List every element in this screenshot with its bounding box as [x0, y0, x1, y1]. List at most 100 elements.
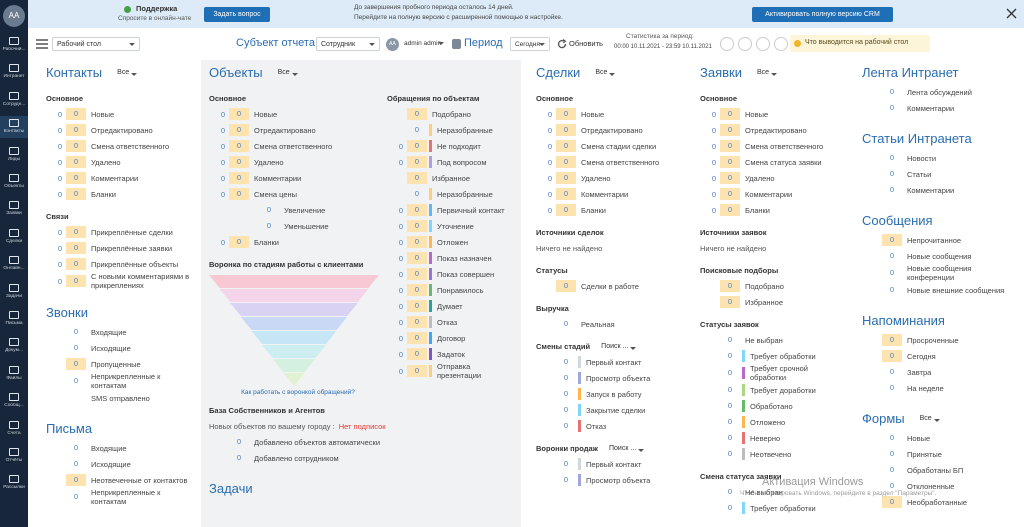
stat-row[interactable]: 0 Избранное — [700, 294, 844, 310]
tool-icon[interactable] — [720, 37, 734, 51]
nav-label[interactable]: Объекты — [4, 184, 24, 189]
nav-label[interactable]: Заявки — [6, 211, 22, 217]
stat-row[interactable]: 0 Закрытие сделки — [536, 402, 680, 418]
stat-row[interactable]: 0 0 Думает — [387, 298, 513, 314]
stat-row[interactable]: 0 Подобрано — [387, 106, 513, 122]
stat-row[interactable]: 0 Неразобранные — [387, 186, 513, 202]
stat-row[interactable]: 0 Необработанные — [862, 494, 1018, 510]
stat-row[interactable]: 0 0 Бланки — [700, 202, 844, 218]
tool-icon[interactable] — [774, 37, 788, 51]
stat-row[interactable]: 0 0 Отказ — [387, 314, 513, 330]
stat-row[interactable]: 0 Уменьшение — [209, 218, 387, 234]
stat-row[interactable]: 0 Просроченные — [862, 332, 1018, 348]
stat-row[interactable]: 0 Добавлено сотрудником — [209, 450, 513, 466]
nav-label[interactable]: Письма — [5, 321, 23, 326]
stat-row[interactable]: 0 Новые внешние сообщения — [862, 282, 1018, 298]
stat-row[interactable]: 0 0 Комментарии — [209, 170, 387, 186]
stat-row[interactable]: 0 0 Показ совершен — [387, 266, 513, 282]
stat-row[interactable]: 0 Не выбран — [700, 332, 844, 348]
nav-label[interactable]: Интранет — [3, 74, 25, 80]
stat-row[interactable]: 0 Первый контакт — [536, 456, 680, 472]
stat-row[interactable]: 0 Отказ — [536, 418, 680, 434]
stat-row[interactable]: 0 Исходящие — [46, 340, 192, 356]
stat-row[interactable]: 0 0 Прикреплённые заявки — [46, 240, 192, 256]
stat-row[interactable]: 0 0 Первичный контакт — [387, 202, 513, 218]
subject-select[interactable]: Сотрудник — [316, 37, 380, 51]
stat-row[interactable]: 0 0 Договор — [387, 330, 513, 346]
stat-row[interactable]: 0 0 Смена ответственного — [209, 138, 387, 154]
stat-row[interactable]: 0 Входящие — [46, 324, 192, 340]
filter-select[interactable]: Все — [592, 68, 619, 77]
nav-label[interactable]: Рабочий... — [2, 47, 26, 52]
stat-row[interactable]: 0 0 Новые — [46, 106, 192, 122]
stat-row[interactable]: 0 Запуск в работу — [536, 386, 680, 402]
stat-row[interactable]: 0 0 Новые — [536, 106, 680, 122]
filter-select[interactable]: Все — [917, 414, 944, 423]
stat-row[interactable]: 0 0 Не подходит — [387, 138, 513, 154]
stat-row[interactable]: 0 0 Смена статуса заявки — [700, 154, 844, 170]
stat-row[interactable]: 0 0 Смена цены — [209, 186, 387, 202]
stat-row[interactable]: 0 Добавлено объектов автоматически — [209, 434, 513, 450]
nav-label[interactable]: Задачи — [5, 293, 23, 299]
stat-row[interactable]: 0 Не выбран — [700, 484, 844, 500]
stat-row[interactable]: 0 На неделе — [862, 380, 1018, 396]
nav-label[interactable]: Онлайн... — [3, 266, 25, 272]
stat-row[interactable]: 0 0 Отправка презентации — [387, 362, 513, 380]
stat-row[interactable]: 0 0 Понравилось — [387, 282, 513, 298]
stat-row[interactable]: 0 0 Удалено — [209, 154, 387, 170]
stat-row[interactable]: 0 Требует доработки — [700, 382, 844, 398]
stat-row[interactable]: 0 0 Комментарии — [700, 186, 844, 202]
menu-icon[interactable] — [36, 39, 48, 49]
stat-row[interactable]: 0 Исходящие — [46, 456, 192, 472]
stat-row[interactable]: 0 0 Отредактировано — [46, 122, 192, 138]
stat-row[interactable]: 0 0 Смена ответственного — [700, 138, 844, 154]
stat-row[interactable]: 0 0 Бланки — [46, 186, 192, 202]
filter-select[interactable]: Все — [275, 68, 302, 77]
stat-row[interactable]: 0 Новые — [862, 430, 1018, 446]
stat-row[interactable]: 0 Неотвеченные от контактов — [46, 472, 192, 488]
close-icon[interactable] — [1006, 8, 1017, 19]
user-select[interactable]: admin admin — [400, 37, 448, 51]
stat-row[interactable]: 0 Комментарии — [862, 182, 1018, 198]
stat-row[interactable]: 0 Обработано — [700, 398, 844, 414]
nav-label[interactable]: Рассылки — [3, 485, 25, 491]
stat-row[interactable]: 0 Комментарии — [862, 100, 1018, 116]
stat-row[interactable]: 0 Неприкрепленные к контактам — [46, 372, 192, 390]
stat-row[interactable]: 0 0 Удалено — [46, 154, 192, 170]
funnel-link[interactable]: Как работать с воронкой обращений? — [241, 389, 355, 396]
stat-row[interactable]: 0 0 Новые — [209, 106, 387, 122]
stat-row[interactable]: 0 Отклоненные — [862, 478, 1018, 494]
stat-row[interactable]: 0 0 Комментарии — [536, 186, 680, 202]
nav-label[interactable]: Файлы — [6, 375, 22, 381]
refresh-icon[interactable] — [557, 39, 567, 49]
stat-row[interactable]: 0 Увеличение — [209, 202, 387, 218]
stat-row[interactable]: 0 0 Отредактировано — [536, 122, 680, 138]
stat-row[interactable]: SMS отправлено — [46, 390, 192, 406]
filter-select[interactable]: Поиск ... — [606, 444, 648, 453]
stat-row[interactable]: 0 0 Под вопросом — [387, 154, 513, 170]
stat-row[interactable]: 0 Статьи — [862, 166, 1018, 182]
stat-row[interactable]: 0 Требует срочной обработки — [700, 364, 844, 382]
stat-row[interactable]: 0 Непрочитанное — [862, 232, 1018, 248]
stat-row[interactable]: 0 Завтра — [862, 364, 1018, 380]
stat-row[interactable]: 0 0 Новые — [700, 106, 844, 122]
stat-row[interactable]: 0 0 Комментарии — [46, 170, 192, 186]
stat-row[interactable]: 0 0 Удалено — [536, 170, 680, 186]
stat-row[interactable]: 0 0 Отложен — [387, 234, 513, 250]
stat-row[interactable]: 0 Новые сообщения — [862, 248, 1018, 264]
stat-row[interactable]: 0 0 Бланки — [536, 202, 680, 218]
stat-row[interactable]: 0 0 Задаток — [387, 346, 513, 362]
stat-row[interactable]: 0 0 Отредактировано — [209, 122, 387, 138]
stat-row[interactable]: 0 0 Показ назначен — [387, 250, 513, 266]
stat-row[interactable]: 0 Неразобранные — [387, 122, 513, 138]
stat-row[interactable]: 0 Первый контакт — [536, 354, 680, 370]
stat-row[interactable]: 0 0 Прикреплённые сделки — [46, 224, 192, 240]
activate-button[interactable]: Активировать полную версию CRM — [752, 7, 893, 22]
stat-row[interactable]: 0 0 Смена ответственного — [536, 154, 680, 170]
stat-row[interactable]: 0 Новости — [862, 150, 1018, 166]
stat-row[interactable]: 0 0 Отредактировано — [700, 122, 844, 138]
stat-row[interactable]: 0 Избранное — [387, 170, 513, 186]
stat-row[interactable]: 0 Требует обработки — [700, 348, 844, 364]
stat-row[interactable]: 0 Сегодня — [862, 348, 1018, 364]
